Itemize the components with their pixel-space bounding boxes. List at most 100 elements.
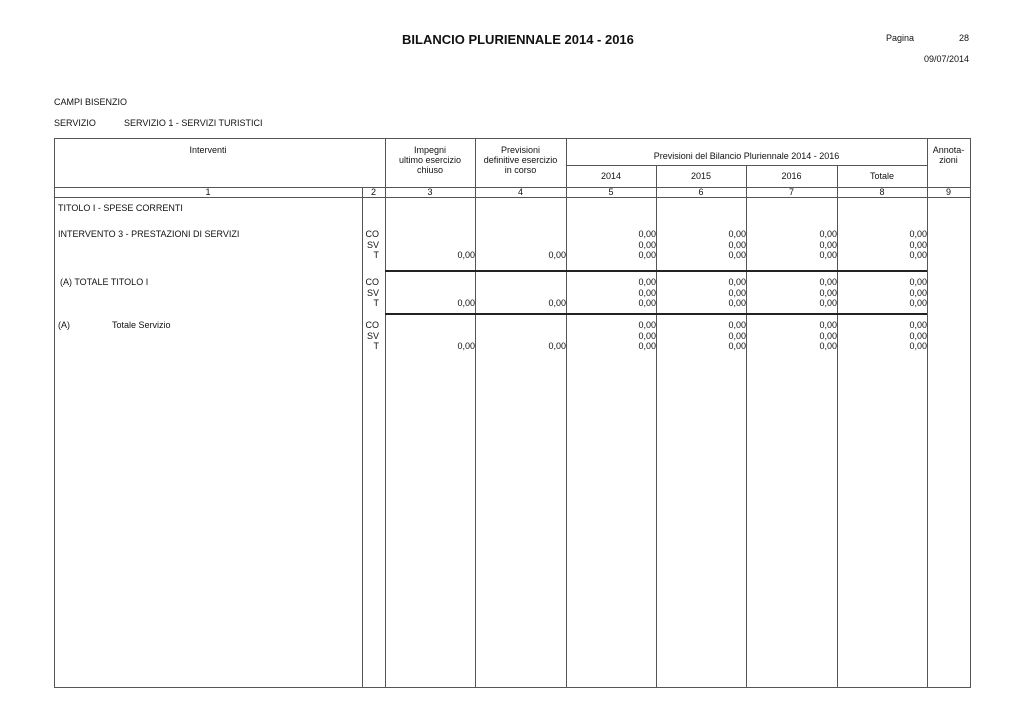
column-divider (656, 165, 657, 687)
row-code: CO (365, 277, 380, 287)
amount-cell: 0,00 (909, 250, 927, 261)
amount-cell: 0,00 (819, 277, 837, 287)
amount-cell: 0,00 (819, 298, 837, 309)
total-separator (385, 270, 927, 272)
header-year: 2014 (600, 171, 622, 181)
amount-cell: 0,00 (819, 250, 837, 261)
column-divider (385, 138, 386, 687)
amount-cell: 0,00 (909, 320, 927, 330)
row-code: SV (366, 287, 379, 298)
amount-cell: 0,00 (638, 239, 656, 250)
column-divider (475, 138, 476, 687)
amount-cell: 0,00 (909, 341, 927, 352)
amount-cell: 0,00 (638, 341, 656, 352)
row-code: CO (365, 229, 380, 239)
header-annotazioni: Annota- (932, 145, 965, 155)
column-divider (927, 138, 928, 687)
column-number: 8 (879, 187, 885, 197)
header-year: Totale (869, 171, 895, 181)
group-label: (A) (58, 320, 70, 330)
table-top-border (54, 138, 970, 139)
amount-cell: 0,00 (819, 239, 837, 250)
amount-cell: 0,00 (728, 250, 746, 261)
amount-cell: 0,00 (457, 341, 475, 352)
header-year: 2016 (781, 171, 802, 181)
report-date: 09/07/2014 (923, 54, 969, 64)
amount-cell: 0,00 (819, 229, 837, 239)
table-right-border (970, 138, 971, 687)
section-title: TITOLO I - SPESE CORRENTI (58, 203, 183, 213)
header-interventi: Interventi (189, 145, 227, 155)
amount-cell: 0,00 (638, 277, 656, 287)
amount-cell: 0,00 (909, 298, 927, 309)
amount-cell: 0,00 (909, 229, 927, 239)
column-number: 4 (517, 187, 523, 197)
row-code: T (373, 341, 380, 352)
header-rule (54, 187, 970, 188)
amount-cell: 0,00 (457, 298, 475, 309)
amount-cell: 0,00 (638, 250, 656, 261)
page-number: 28 (958, 33, 969, 43)
amount-cell: 0,00 (909, 239, 927, 250)
column-divider (566, 138, 567, 687)
header-subrule (566, 165, 927, 166)
amount-cell: 0,00 (728, 298, 746, 309)
group-label: INTERVENTO 3 - PRESTAZIONI DI SERVIZI (58, 229, 240, 239)
header-previsioni-definitive: definitive esercizio (483, 155, 558, 165)
total-separator (385, 313, 927, 315)
header-year: 2015 (690, 171, 712, 181)
amount-cell: 0,00 (548, 341, 566, 352)
row-code: CO (365, 320, 380, 330)
column-divider (837, 165, 838, 687)
row-code: SV (366, 330, 379, 341)
table-bottom-border (54, 687, 971, 688)
amount-cell: 0,00 (638, 229, 656, 239)
header-impegni: ultimo esercizio (398, 155, 462, 165)
amount-cell: 0,00 (548, 250, 566, 261)
row-code: T (373, 298, 380, 309)
amount-cell: 0,00 (638, 298, 656, 309)
column-number: 2 (370, 187, 376, 197)
servizio-value: SERVIZIO 1 - SERVIZI TURISTICI (124, 118, 263, 128)
amount-cell: 0,00 (909, 287, 927, 298)
column-number: 9 (945, 187, 951, 197)
header-impegni: Impegni (413, 145, 447, 155)
amount-cell: 0,00 (728, 330, 746, 341)
group-label-secondary: Totale Servizio (112, 320, 171, 330)
header-annotazioni: zioni (939, 155, 958, 165)
servizio-label: SERVIZIO (54, 118, 96, 128)
number-row-rule (54, 197, 970, 198)
amount-cell: 0,00 (728, 320, 746, 330)
amount-cell: 0,00 (728, 277, 746, 287)
column-number: 5 (608, 187, 614, 197)
amount-cell: 0,00 (457, 250, 475, 261)
amount-cell: 0,00 (819, 330, 837, 341)
amount-cell: 0,00 (638, 287, 656, 298)
column-number: 1 (205, 187, 211, 197)
group-label: (A) TOTALE TITOLO I (60, 277, 149, 287)
row-code: SV (366, 239, 379, 250)
row-code: T (373, 250, 380, 261)
column-divider (746, 165, 747, 687)
column-number: 7 (788, 187, 794, 197)
amount-cell: 0,00 (548, 298, 566, 309)
amount-cell: 0,00 (819, 287, 837, 298)
amount-cell: 0,00 (728, 341, 746, 352)
column-number: 3 (427, 187, 433, 197)
amount-cell: 0,00 (638, 330, 656, 341)
header-previsioni-pluriennale: Previsioni del Bilancio Pluriennale 2014… (653, 151, 840, 161)
table-left-border (54, 138, 55, 687)
amount-cell: 0,00 (819, 341, 837, 352)
amount-cell: 0,00 (909, 330, 927, 341)
amount-cell: 0,00 (728, 239, 746, 250)
column-divider (362, 187, 363, 687)
entity-name: CAMPI BISENZIO (54, 97, 128, 107)
header-impegni: chiuso (416, 165, 443, 175)
column-number: 6 (698, 187, 704, 197)
header-previsioni-definitive: Previsioni (500, 145, 540, 155)
page-label: Pagina (886, 33, 915, 43)
amount-cell: 0,00 (819, 320, 837, 330)
amount-cell: 0,00 (909, 277, 927, 287)
amount-cell: 0,00 (728, 229, 746, 239)
